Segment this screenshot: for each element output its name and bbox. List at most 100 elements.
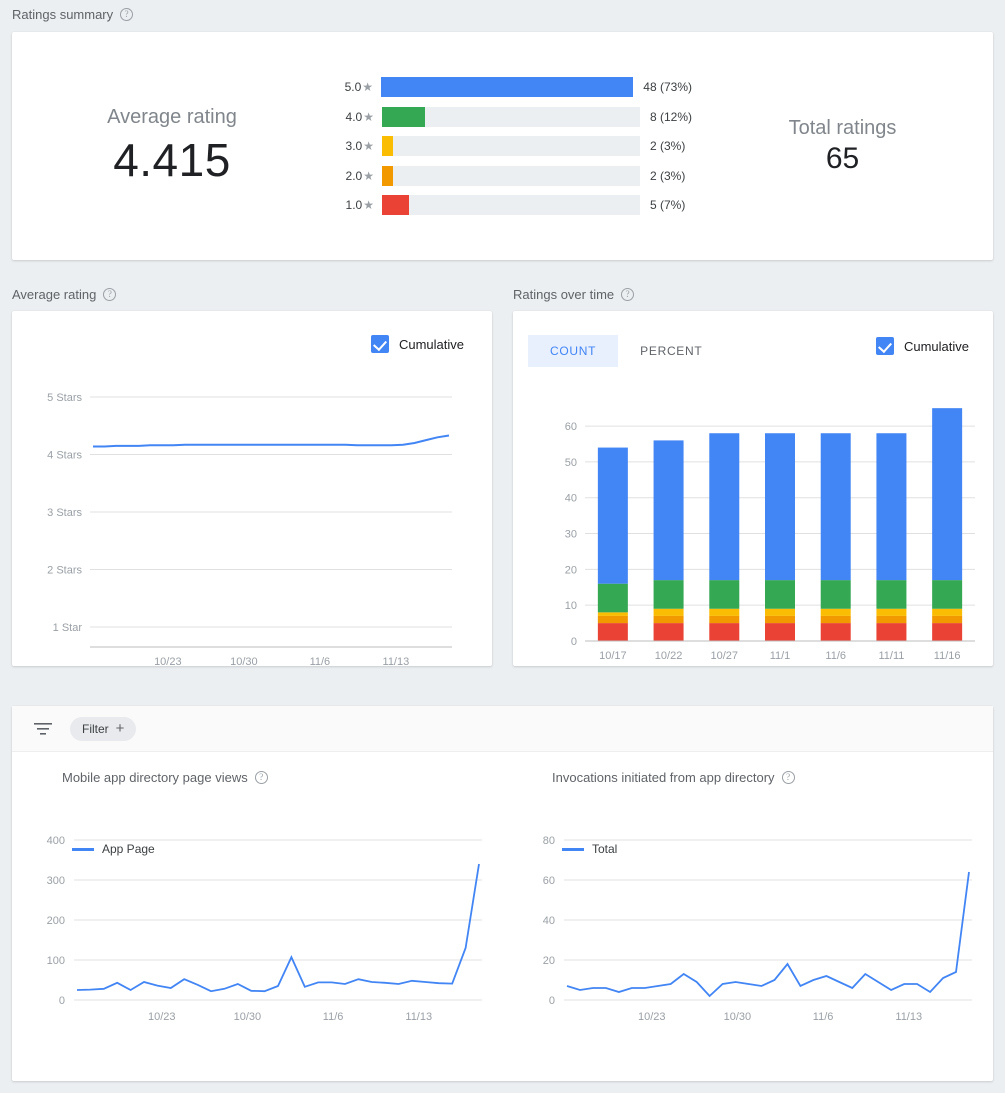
page-views-panel: Mobile app directory page views ? App Pa… [12,770,502,1023]
star-icon: ★ [363,139,374,153]
rating-count-label: 48 (73%) [643,80,692,94]
rating-bar-track [382,165,640,186]
average-rating-value: 4.415 [113,133,231,186]
help-icon[interactable]: ? [254,771,268,784]
cumulative-toggle-ratings-over-time[interactable]: Cumulative [875,337,969,355]
svg-text:10/30: 10/30 [230,656,258,666]
average-rating-block: Average rating 4.415 [12,106,332,187]
total-ratings-value: 65 [825,141,860,175]
star-icon: ★ [362,80,374,94]
svg-text:30: 30 [565,529,577,541]
rating-bar-track [382,136,640,156]
total-ratings-label: Total ratings [788,116,897,139]
checkbox-checked-icon[interactable] [370,335,389,353]
rating-value: 2.0 [345,168,363,183]
checkbox-checked-icon[interactable] [875,337,894,355]
help-icon[interactable]: ? [120,8,134,21]
rating-value: 4.0 [345,109,363,124]
rating-bar-fill [382,195,409,215]
svg-text:10/22: 10/22 [655,650,683,662]
rating-bar-fill [382,106,425,127]
ratings-over-time-bar-chart: 0 10 20 30 40 50 60 10/17 10/22 10/27 11/1 11/6 11/1… [565,408,975,662]
svg-text:3 Stars: 3 Stars [47,507,82,519]
rating-distribution-row: 2.0 ★ 2 (3%) [332,161,692,191]
bottom-charts-row: Mobile app directory page views ? App Pa… [12,752,993,1023]
cumulative-toggle-average-rating[interactable]: Cumulative [370,335,464,353]
rating-star-label: 5.0 ★ [332,80,373,94]
filter-list-icon[interactable] [34,722,52,736]
rating-value: 1.0 [345,198,363,212]
page-views-line-chart: 0 100 200 300 400 10/23 10/30 11/6 11/13 [47,835,482,1023]
svg-text:0: 0 [571,636,577,648]
ratings-distribution-chart: 5.0 ★ 48 (73%) 4.0 ★ 8 (12%) 3.0 ★ 2 (3%) 2.0 ★ 2 (… [332,72,692,220]
invocations-legend: Total [562,842,617,856]
ratings-summary-title: Ratings summary ? [0,7,134,22]
svg-text:10/30: 10/30 [234,1011,262,1023]
rating-distribution-row: 4.0 ★ 8 (12%) [332,102,692,132]
rating-bar-track [382,106,640,127]
average-rating-line-chart: 5 Stars 4 Stars 3 Stars 2 Stars 1 Star 10/23 1… [47,392,452,666]
tab-percent[interactable]: PERCENT [640,344,703,358]
rating-bar-fill [382,165,393,186]
ratings-over-time-tabs: COUNT PERCENT [528,335,724,367]
average-rating-label: Average rating [107,105,237,128]
star-icon: ★ [363,168,374,183]
rating-star-label: 1.0 ★ [332,198,374,212]
svg-text:10/27: 10/27 [711,650,739,662]
rating-star-label: 4.0 ★ [332,110,374,124]
svg-text:10/30: 10/30 [724,1011,752,1023]
rating-bar-track [382,195,640,215]
page-views-title: Mobile app directory page views ? [12,770,502,785]
svg-text:10/23: 10/23 [638,1011,666,1023]
svg-text:11/6: 11/6 [825,650,846,662]
help-icon[interactable]: ? [781,771,795,784]
svg-text:0: 0 [549,995,555,1007]
svg-text:60: 60 [543,875,555,887]
page-views-legend: App Page [72,842,155,856]
legend-label: Total [592,842,618,856]
ratings-over-time-card: COUNT PERCENT Cumulative 0 10 20 30 40 50 60 10/… [513,311,993,666]
svg-text:10: 10 [565,600,577,612]
svg-text:0: 0 [59,995,65,1007]
svg-text:10/17: 10/17 [599,650,627,662]
svg-text:11/6: 11/6 [323,1011,344,1023]
rating-bar-track [381,77,634,97]
rating-value: 3.0 [345,139,363,153]
svg-text:50: 50 [565,457,577,469]
star-icon: ★ [363,198,374,212]
invocations-title-text: Invocations initiated from app directory [552,770,775,785]
help-icon[interactable]: ? [103,288,117,301]
ratings-over-time-title-text: Ratings over time [513,287,615,302]
rating-count-label: 2 (3%) [650,168,686,183]
average-rating-card: Cumulative 5 Stars 4 Stars 3 Stars 2 Stars 1… [12,311,492,666]
legend-color-swatch [562,847,584,851]
rating-distribution-row: 3.0 ★ 2 (3%) [332,131,692,161]
cumulative-label: Cumulative [903,338,969,354]
svg-text:11/6: 11/6 [310,656,331,666]
add-filter-chip[interactable]: Filter + [70,716,137,741]
page-views-title-text: Mobile app directory page views [62,770,248,785]
invocations-title: Invocations initiated from app directory… [502,770,992,785]
svg-text:300: 300 [47,875,65,887]
help-icon[interactable]: ? [621,288,635,301]
svg-text:11/13: 11/13 [895,1011,922,1023]
ratings-summary-title-text: Ratings summary [12,7,114,22]
average-rating-title-text: Average rating [12,287,97,302]
svg-text:100: 100 [47,955,65,967]
rating-distribution-row: 5.0 ★ 48 (73%) [332,72,692,102]
svg-text:1 Star: 1 Star [53,622,83,634]
rating-star-label: 2.0 ★ [332,169,374,183]
filter-bar: Filter + [12,706,993,752]
total-ratings-block: Total ratings 65 [692,117,993,176]
svg-text:11/13: 11/13 [405,1011,432,1023]
cumulative-label: Cumulative [398,336,464,352]
tab-count[interactable]: COUNT [528,335,619,367]
rating-value: 5.0 [344,80,362,94]
invocations-panel: Invocations initiated from app directory… [502,770,992,1023]
app-directory-metrics-card: Filter + Mobile app directory page views… [12,706,993,1081]
rating-star-label: 3.0 ★ [332,139,374,153]
svg-text:60: 60 [565,421,577,433]
star-icon: ★ [363,109,374,124]
rating-count-label: 2 (3%) [650,139,686,153]
